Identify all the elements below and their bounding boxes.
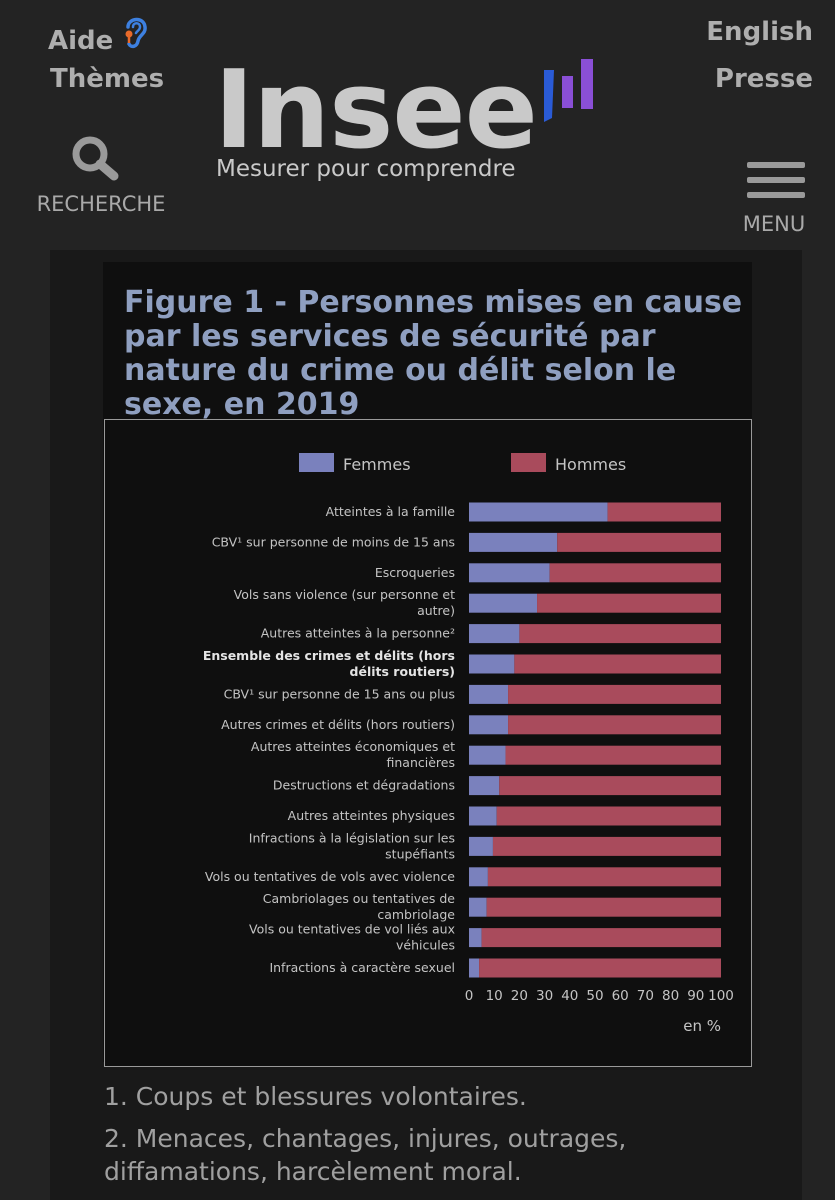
- presse-link[interactable]: Presse: [714, 64, 813, 94]
- bar-femmes-11: [469, 836, 493, 856]
- x-tick-label-100: 100: [708, 988, 734, 1004]
- bar-hommes-12: [487, 867, 721, 887]
- bar-hommes-15: [479, 958, 721, 978]
- bar-femmes-0: [469, 502, 608, 522]
- bar-femmes-12: [469, 867, 488, 887]
- search-label: RECHERCHE: [36, 192, 166, 216]
- figure-title: Figure 1 - Personnes mises en cause par …: [124, 285, 743, 422]
- bar-femmes-15: [469, 958, 480, 978]
- bar-hommes-14: [481, 928, 721, 948]
- search-icon: [72, 136, 119, 181]
- category-label-3: Vols sans violence (sur personne et autre…: [234, 587, 455, 618]
- themes-link[interactable]: Thèmes: [50, 64, 165, 94]
- category-label-13: Cambriolages ou tentatives de cambriolage: [263, 891, 456, 922]
- category-label-12: Vols ou tentatives de vols avec violence: [205, 869, 455, 884]
- bar-hommes-5: [514, 654, 721, 674]
- english-link[interactable]: English: [706, 17, 813, 47]
- footnote-1: 1. Coups et blessures volontaires.: [104, 1082, 527, 1111]
- bar-femmes-13: [469, 897, 487, 917]
- bar-femmes-5: [469, 654, 515, 674]
- x-tick-label-40: 40: [561, 988, 578, 1004]
- bar-hommes-13: [486, 897, 721, 917]
- search-button[interactable]: RECHERCHE: [30, 134, 172, 226]
- legend-swatch-femmes: [299, 453, 334, 472]
- bar-femmes-14: [469, 928, 482, 948]
- category-label-2: Escroqueries: [375, 565, 455, 580]
- bar-hommes-10: [496, 806, 721, 826]
- logo-wordmark: Insee: [214, 48, 538, 173]
- logo-bars-icon: [544, 59, 593, 122]
- category-label-6: CBV¹ sur personne de 15 ans ou plus: [224, 686, 455, 701]
- x-tick-label-70: 70: [637, 988, 654, 1004]
- logo-tagline: Mesurer pour comprendre: [216, 156, 516, 182]
- bar-femmes-9: [469, 776, 500, 796]
- insee-logo[interactable]: Insee Mesurer pour comprendre: [214, 48, 614, 196]
- category-label-4: Autres atteintes à la personne²: [261, 626, 455, 641]
- category-label-0: Atteintes à la famille: [326, 504, 456, 519]
- x-tick-label-60: 60: [612, 988, 629, 1004]
- bar-femmes-10: [469, 806, 497, 826]
- bar-femmes-6: [469, 684, 509, 704]
- x-tick-label-0: 0: [465, 988, 474, 1004]
- bar-hommes-3: [537, 593, 721, 613]
- category-label-1: CBV¹ sur personne de moins de 15 ans: [212, 534, 455, 549]
- x-tick-label-30: 30: [536, 988, 553, 1004]
- footnote-2: 2. Menaces, chantages, injures, outrages…: [104, 1124, 627, 1186]
- bar-femmes-2: [469, 563, 550, 583]
- bar-femmes-3: [469, 593, 538, 613]
- category-label-11: Infractions à la législation sur les stup…: [249, 830, 455, 861]
- bar-hommes-11: [492, 836, 721, 856]
- legend-label-hommes: Hommes: [555, 455, 626, 474]
- bar-hommes-0: [607, 502, 721, 522]
- hamburger-menu-icon-bar: [747, 192, 805, 198]
- x-tick-label-50: 50: [586, 988, 603, 1004]
- bar-hommes-4: [519, 624, 721, 644]
- bar-hommes-6: [508, 684, 721, 704]
- x-axis-label: en %: [683, 1017, 721, 1035]
- x-tick-label-20: 20: [511, 988, 528, 1004]
- legend-label-femmes: Femmes: [343, 455, 411, 474]
- bar-hommes-2: [549, 563, 721, 583]
- category-label-5: Ensemble des crimes et délits (hors délit…: [203, 648, 455, 679]
- category-label-8: Autres atteintes économiques et financièr…: [251, 739, 455, 770]
- aide-link[interactable]: Aide: [48, 26, 114, 56]
- bar-femmes-4: [469, 624, 520, 644]
- hamburger-menu-icon-bar: [747, 177, 805, 183]
- bar-hommes-7: [508, 715, 721, 735]
- legend-swatch-hommes: [511, 453, 546, 472]
- category-label-10: Autres atteintes physiques: [288, 808, 455, 823]
- bar-hommes-1: [557, 532, 721, 552]
- bar-hommes-9: [499, 776, 721, 796]
- site-header: Aide Thèmes English Presse RECHERCHE Ins…: [0, 0, 835, 250]
- x-tick-label-10: 10: [486, 988, 503, 1004]
- bar-femmes-1: [469, 532, 558, 552]
- x-tick-label-90: 90: [687, 988, 704, 1004]
- footnotes: 1. Coups et blessures volontaires. 2. Me…: [104, 1080, 744, 1197]
- category-label-15: Infractions à caractère sexuel: [269, 960, 455, 975]
- bar-femmes-8: [469, 745, 506, 765]
- bar-chart: Femmes Hommes Atteintes à la famille CBV¹ s…: [203, 453, 734, 1035]
- bar-femmes-7: [469, 715, 509, 735]
- menu-button[interactable]: MENU: [728, 158, 820, 244]
- hamburger-menu-icon: [747, 162, 805, 168]
- bar-hommes-8: [505, 745, 721, 765]
- category-label-9: Destructions et dégradations: [273, 778, 455, 793]
- chart-container: Femmes Hommes Atteintes à la famille CBV¹ s…: [104, 419, 752, 1067]
- category-label-7: Autres crimes et délits (hors routiers): [221, 717, 455, 732]
- menu-label: MENU: [742, 212, 806, 236]
- x-tick-label-80: 80: [662, 988, 679, 1004]
- category-label-14: Vols ou tentatives de vol liés aux véhicu…: [249, 922, 455, 953]
- ear-icon[interactable]: [119, 12, 151, 52]
